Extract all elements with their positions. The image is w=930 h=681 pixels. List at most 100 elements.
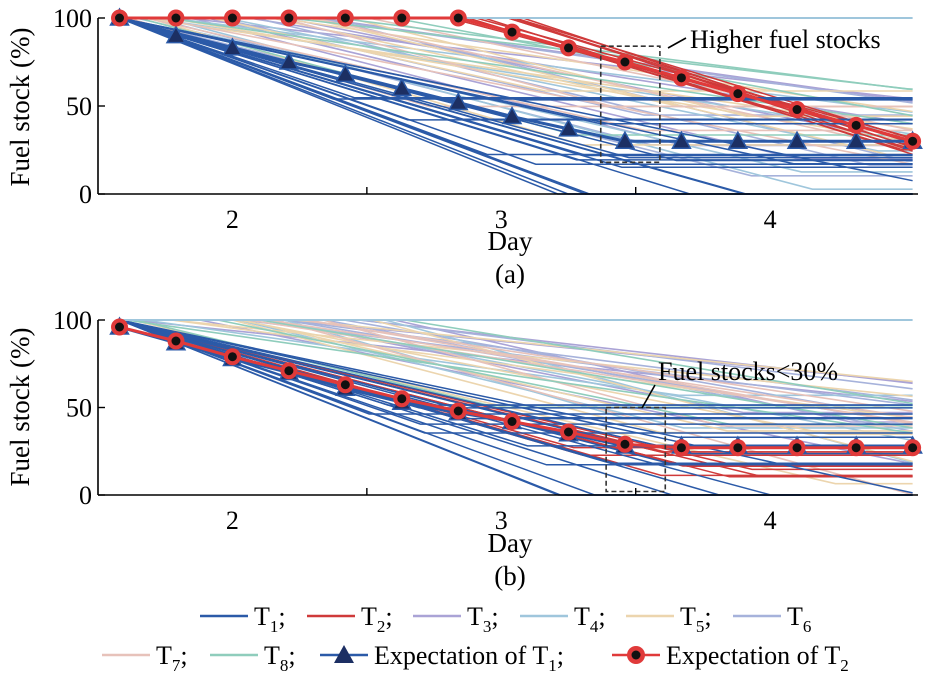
legend-item-t3: T3; xyxy=(413,602,499,636)
x-tick-label: 2 xyxy=(226,205,239,234)
legend-label: T2; xyxy=(361,602,393,636)
expectation-t2-point xyxy=(223,9,241,27)
expectation-t2-point xyxy=(729,85,747,103)
trajectory-t1 xyxy=(119,319,913,409)
legend-item-t6: T6 xyxy=(733,602,811,636)
expectation-t2-point xyxy=(503,413,521,430)
panel-b-annotation-pointer xyxy=(641,384,656,409)
legend-item-exp2: Expectation of T2 xyxy=(612,641,849,675)
y-tick-label: 100 xyxy=(53,4,92,33)
x-tick-label: 3 xyxy=(495,506,508,535)
expectation-t2-point xyxy=(336,9,354,27)
panel-b-x-axis-label: Day xyxy=(488,528,533,558)
expectation-t2-point xyxy=(788,101,806,119)
panel-a-label: (a) xyxy=(495,259,525,289)
panel-b-label: (b) xyxy=(494,561,525,591)
legend-label: Expectation of T2 xyxy=(666,641,849,675)
legend-item-t4: T4; xyxy=(520,602,606,636)
expectation-t2-point xyxy=(449,9,467,27)
expectation-t1-point xyxy=(391,77,413,97)
expectation-t2-point xyxy=(904,132,922,150)
expectation-t1-point xyxy=(845,130,867,149)
trajectory-t1 xyxy=(119,319,913,455)
expectation-t2-point xyxy=(503,23,521,41)
panel-a-annotation: Higher fuel stocks xyxy=(690,25,881,54)
panel-b-axes: 0 50 100 2 3 4 xyxy=(53,306,918,535)
expectation-t2-point xyxy=(111,318,129,336)
trajectory-t1 xyxy=(119,17,913,157)
y-tick-label: 100 xyxy=(53,306,92,335)
trajectory-t1 xyxy=(119,319,913,419)
expectation-t2-point xyxy=(788,439,806,457)
expectation-t2-point xyxy=(559,423,577,441)
legend-label: T1; xyxy=(254,602,286,636)
panel-a-annotation-box xyxy=(599,45,661,164)
legend-item-t1: T1; xyxy=(200,602,286,636)
legend-label: T6 xyxy=(787,602,811,636)
expectation-t2-point xyxy=(167,9,185,27)
x-tick-label: 4 xyxy=(764,506,777,535)
legend: T1; T2; T3; T4; T5; T6 T7; T8; Expectation of T1… xyxy=(102,602,849,675)
expectation-t1-point xyxy=(558,118,579,137)
legend-label: T4; xyxy=(574,602,606,636)
trajectory-t1 xyxy=(119,319,913,438)
expectation-t1-point xyxy=(447,91,469,111)
y-tick-label: 50 xyxy=(66,92,92,121)
legend-item-t8: T8; xyxy=(210,641,296,675)
panel-a: 0 50 100 2 3 4 Higher fuel stocks Day Fuel st… xyxy=(5,4,923,289)
panel-b-expectations xyxy=(109,316,923,457)
expectation-t2-point xyxy=(904,439,922,457)
expectation-t2-point xyxy=(280,9,298,27)
trajectory-t1 xyxy=(119,17,913,156)
expectation-t2-point xyxy=(729,439,747,457)
expectation-t2-point xyxy=(111,9,129,27)
expectation-t1-point xyxy=(671,130,692,149)
expectation-t2-point xyxy=(167,332,185,350)
legend-label: T8; xyxy=(264,641,296,675)
panel-a-expectations xyxy=(109,7,923,150)
expectation-t1-point xyxy=(501,106,523,125)
panel-a-y-axis-label: Fuel stock (%) xyxy=(5,28,35,187)
legend-triangle-marker xyxy=(334,645,354,663)
trajectory-t1 xyxy=(119,17,913,99)
expectation-t1-point xyxy=(278,51,300,70)
expectation-t1-point xyxy=(222,37,243,56)
expectation-t2-point xyxy=(616,435,634,453)
y-tick-label: 0 xyxy=(79,180,92,209)
y-tick-label: 0 xyxy=(79,481,92,510)
expectation-t1-point xyxy=(165,25,187,44)
panel-b-y-axis-label: Fuel stock (%) xyxy=(5,328,35,487)
legend-item-t5: T5; xyxy=(626,602,712,636)
legend-label: T5; xyxy=(680,602,712,636)
expectation-t2-point xyxy=(393,390,411,408)
y-tick-label: 50 xyxy=(66,394,92,423)
expectation-t1-point xyxy=(335,63,356,83)
expectation-t1-point xyxy=(786,130,808,149)
expectation-t2-point xyxy=(616,53,634,71)
trajectory-t1 xyxy=(119,319,913,466)
legend-label: T7; xyxy=(156,641,188,675)
panel-a-annotation-pointer xyxy=(667,37,687,49)
trajectory-t1 xyxy=(119,17,913,121)
x-tick-label: 4 xyxy=(764,205,777,234)
expectation-t1-point xyxy=(727,130,749,149)
expectation-t2-point xyxy=(672,439,690,457)
legend-label: T3; xyxy=(467,602,499,636)
panel-b: 0 50 100 2 3 4 Fuel stocks<30% Day Fuel stock… xyxy=(5,306,923,591)
legend-item-t2: T2; xyxy=(307,602,393,636)
annotation-box xyxy=(599,45,661,164)
expectation-t1-point xyxy=(614,130,636,149)
expectation-t2-point xyxy=(847,116,865,134)
legend-label: Expectation of T1; xyxy=(374,641,564,675)
expectation-t2-point xyxy=(223,348,241,366)
trajectory-t1 xyxy=(119,319,913,494)
panel-a-axes: 0 50 100 2 3 4 xyxy=(53,4,918,234)
legend-item-t7: T7; xyxy=(102,641,188,675)
panel-b-annotation: Fuel stocks<30% xyxy=(658,357,838,386)
expectation-t2-point xyxy=(559,39,577,57)
expectation-t2-point xyxy=(336,376,354,394)
panel-b-trajectories xyxy=(119,319,913,496)
legend-item-exp1: Expectation of T1; xyxy=(320,641,564,675)
expectation-t2-point xyxy=(280,362,298,380)
